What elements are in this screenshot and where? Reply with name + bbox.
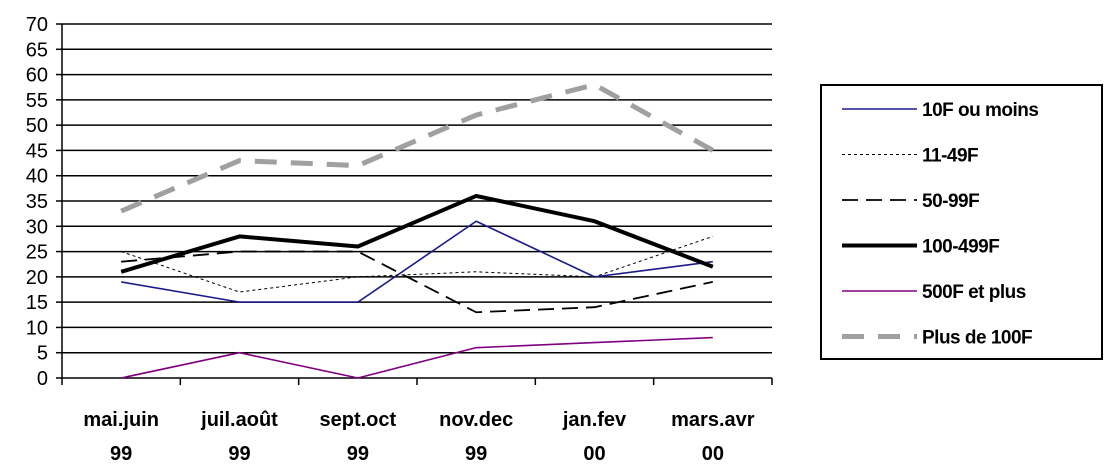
legend-label: 11-49F	[922, 146, 978, 167]
x-tick-label: nov.dec	[439, 409, 513, 431]
series-line-4	[120, 336, 713, 379]
legend-label: 100-499F	[922, 237, 999, 258]
y-axis: 0 5 10 15 20 25 30 35 40 45 50 55 60 65 70	[26, 14, 63, 390]
x-tick-label: sept.oct	[319, 409, 396, 431]
x-tick-label: 00	[583, 443, 605, 464]
y-tick-label: 50	[26, 115, 48, 137]
x-axis: mai.juin 99 juil.août 99 sept.oct 99 nov.dec 99…	[61, 377, 773, 464]
y-tick-label: 35	[26, 191, 48, 213]
y-tick-label: 0	[37, 368, 48, 390]
x-tick-label: 99	[347, 443, 369, 464]
series-line-2	[121, 250, 714, 314]
x-tick-label: mars.avr	[671, 409, 755, 431]
y-tick-label: 5	[37, 343, 48, 365]
y-tick-label: 20	[26, 267, 48, 289]
legend-label: Plus de 100F	[922, 328, 1032, 349]
y-tick-label: 65	[26, 39, 48, 61]
series-line-5	[120, 82, 715, 214]
y-tick-label: 55	[26, 90, 48, 112]
legend: 10F ou moins 11-49F 50-99F 100-499F 500F et …	[820, 84, 1103, 360]
series-line-0	[121, 220, 713, 303]
series-line-1	[121, 235, 713, 293]
gridlines	[62, 23, 772, 354]
y-tick-label: 25	[26, 242, 48, 264]
y-tick-label: 15	[26, 292, 48, 314]
x-tick-label: 99	[110, 443, 132, 464]
legend-label: 10F ou moins	[922, 100, 1038, 121]
y-tick-label: 10	[26, 317, 48, 339]
x-tick-label: jan.fev	[562, 409, 627, 431]
y-tick-label: 70	[26, 14, 48, 36]
y-tick-label: 30	[26, 216, 48, 238]
x-tick-label: 99	[228, 443, 250, 464]
legend-label: 50-99F	[922, 191, 979, 212]
x-tick-label: juil.août	[200, 409, 278, 431]
series-lines	[120, 82, 715, 379]
x-tick-label: mai.juin	[83, 409, 159, 431]
x-tick-label: 00	[702, 443, 724, 464]
series-line-3	[120, 193, 714, 274]
y-tick-label: 45	[26, 140, 48, 162]
y-tick-label: 40	[26, 166, 48, 188]
x-tick-label: 99	[465, 443, 487, 464]
legend-label: 500F et plus	[922, 282, 1026, 303]
legend-box	[820, 84, 1103, 360]
y-tick-label: 60	[26, 65, 48, 87]
